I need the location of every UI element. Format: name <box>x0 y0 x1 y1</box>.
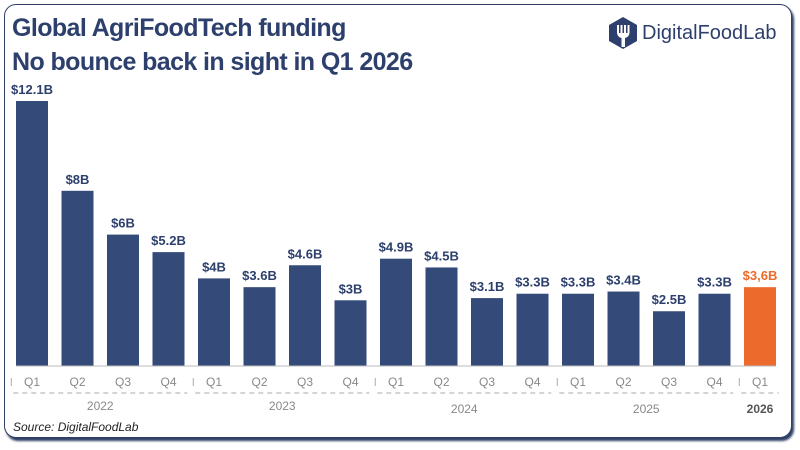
x-tick-label: Q4 <box>706 375 722 389</box>
x-tick-label: Q3 <box>479 375 495 389</box>
x-tick-label: Q2 <box>433 375 449 389</box>
bar <box>334 300 367 366</box>
logo-text: DigitalFoodLab <box>642 21 777 44</box>
x-tick-label: Q4 <box>160 375 176 389</box>
x-tick-label: Q4 <box>342 375 358 389</box>
data-label: $4.6B <box>288 246 323 261</box>
bar <box>653 311 685 366</box>
bar <box>107 234 139 366</box>
data-label: $4.9B <box>379 240 414 255</box>
data-label: $4B <box>202 259 226 274</box>
year-label: 2025 <box>633 402 660 416</box>
bar <box>562 293 594 366</box>
year-label: 2023 <box>269 399 296 413</box>
x-tick-label: Q1 <box>24 375 40 389</box>
year-label: 2022 <box>87 399 114 413</box>
data-label: $12.1B <box>11 82 53 97</box>
bar <box>380 258 412 366</box>
bar <box>698 293 731 366</box>
data-label: $6B <box>111 216 135 231</box>
data-label: $3.1B <box>470 279 505 294</box>
data-label: $3,6B <box>743 268 778 283</box>
data-label: $3.3B <box>515 275 550 290</box>
x-tick-label: Q1 <box>388 375 404 389</box>
x-tick-label: Q3 <box>115 375 131 389</box>
year-label: 2026 <box>747 402 774 416</box>
data-label: $3.3B <box>697 275 732 290</box>
data-label: $3B <box>339 281 363 296</box>
logo: DigitalFoodLab <box>608 16 777 50</box>
x-tick-label: Q2 <box>251 375 267 389</box>
x-tick-label: Q3 <box>661 375 677 389</box>
bar <box>516 293 549 366</box>
bar <box>16 101 48 366</box>
data-label: $3.4B <box>606 273 641 288</box>
x-tick-label: Q2 <box>69 375 85 389</box>
bar <box>744 287 776 366</box>
bar <box>471 298 503 366</box>
x-tick-label: Q3 <box>297 375 313 389</box>
data-label: $3.3B <box>561 275 596 290</box>
data-label: $8B <box>66 172 90 187</box>
x-tick-label: Q1 <box>752 375 768 389</box>
bar <box>607 291 640 366</box>
data-label: $5.2B <box>151 233 186 248</box>
data-label: $2.5B <box>652 292 687 307</box>
chart-title: Global AgriFoodTech funding <box>12 14 346 42</box>
bar <box>198 278 230 366</box>
bar <box>243 287 276 366</box>
bar <box>152 252 185 366</box>
year-label: 2024 <box>451 402 478 416</box>
x-tick-label: Q2 <box>615 375 631 389</box>
bar <box>61 190 94 366</box>
fork-logo-icon <box>609 17 637 49</box>
data-label: $4.5B <box>424 248 459 263</box>
chart-subtitle: No bounce back in sight in Q1 2026 <box>12 48 413 76</box>
source-note: Source: DigitalFoodLab <box>13 420 139 434</box>
x-tick-label: Q1 <box>206 375 222 389</box>
bar <box>425 267 458 366</box>
x-tick-label: Q1 <box>570 375 586 389</box>
data-label: $3.6B <box>242 268 277 283</box>
bar <box>289 265 321 366</box>
x-tick-label: Q4 <box>524 375 540 389</box>
